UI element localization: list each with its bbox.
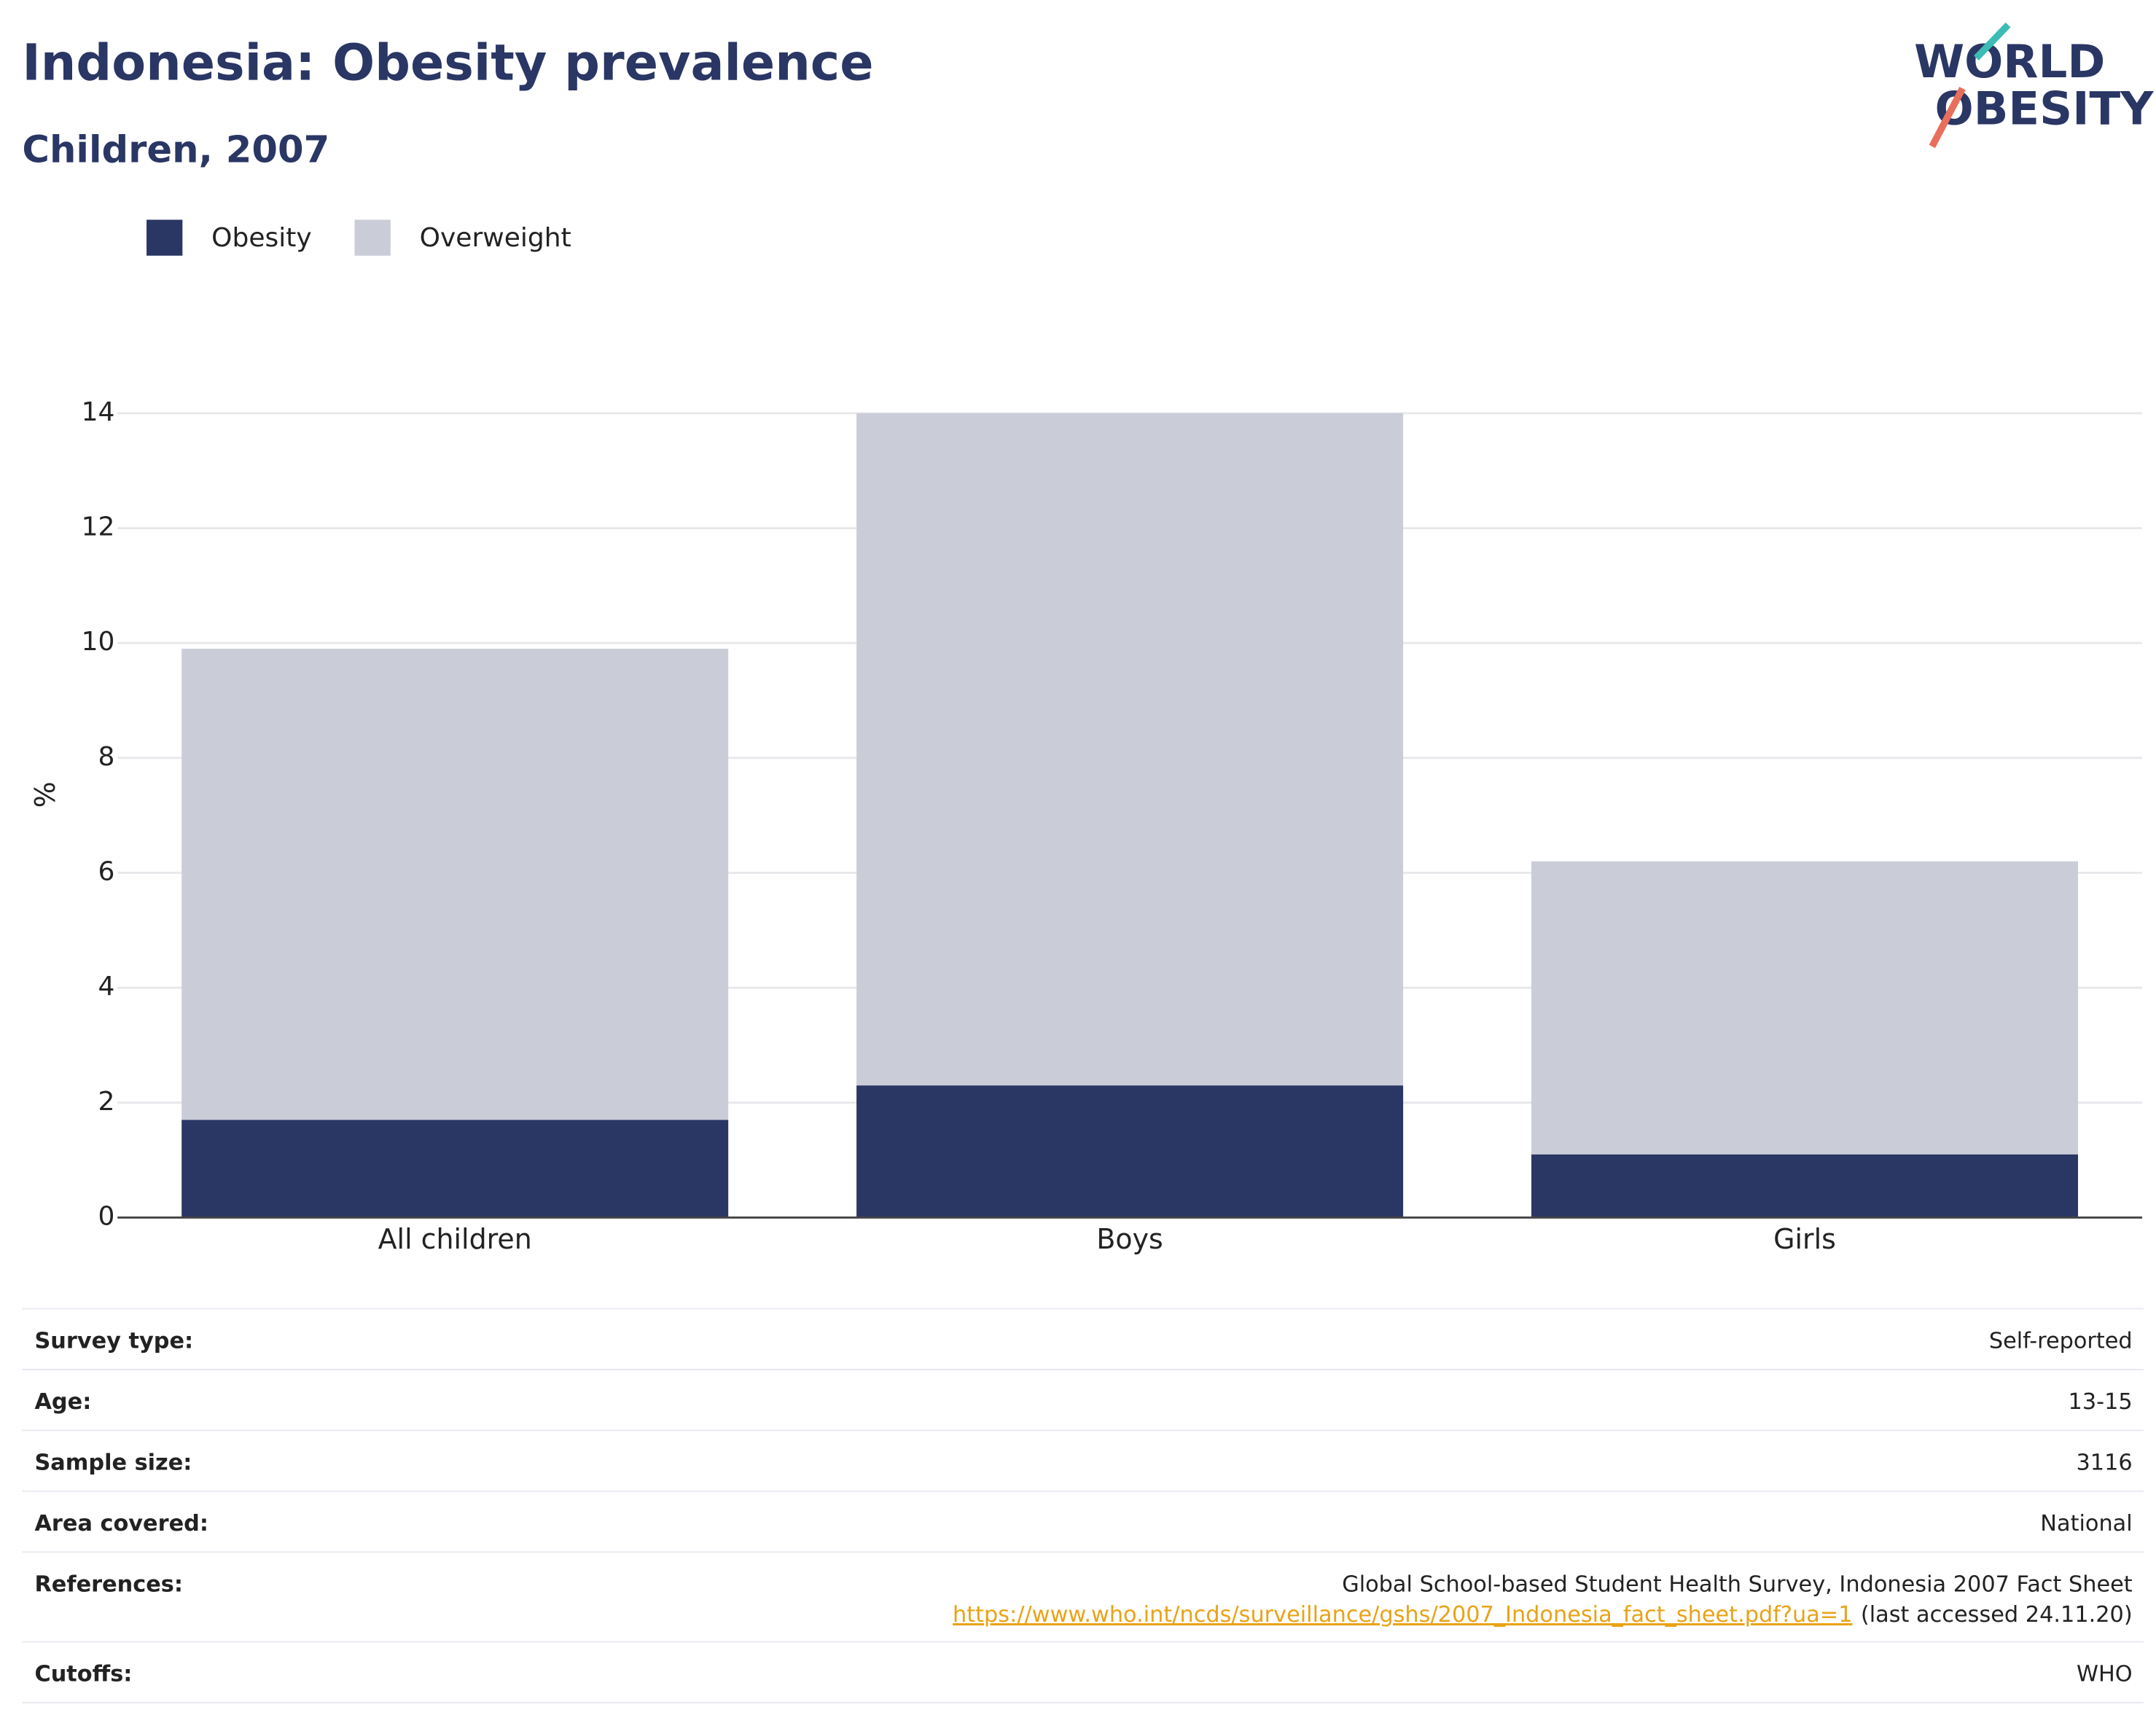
y-tick-label: 4: [98, 972, 115, 1001]
y-axis-label: %: [29, 781, 61, 808]
x-tick-label: Girls: [1773, 1223, 1836, 1255]
y-tick-label: 6: [98, 857, 115, 887]
y-tick-label: 0: [98, 1201, 115, 1231]
row-value: 13-15: [2069, 1389, 2133, 1415]
logo: WORLD OBESITY: [1914, 22, 2155, 149]
row-label: Cutoffs:: [34, 1662, 132, 1687]
row-label: Age:: [34, 1389, 91, 1415]
logo-text: OBESITY: [1935, 82, 2155, 136]
row-label: Sample size:: [34, 1450, 192, 1475]
y-tick-label: 14: [82, 397, 115, 427]
bar-segment: [1531, 1154, 2079, 1218]
row-value: Self-reported: [1989, 1329, 2133, 1354]
logo-slash: [1974, 22, 2011, 60]
row-label: References:: [34, 1571, 183, 1597]
row-value: National: [2040, 1511, 2132, 1536]
row-value: 3116: [2077, 1450, 2133, 1475]
bar-segment: [181, 1120, 729, 1218]
row-label: Area covered:: [34, 1511, 208, 1536]
logo-slash: [1929, 87, 1966, 149]
legend-label: Overweight: [420, 223, 571, 253]
bar-segment: [856, 1085, 1404, 1218]
y-tick-label: 2: [98, 1087, 115, 1117]
legend-swatch: [354, 219, 391, 256]
x-tick-label: All children: [378, 1223, 532, 1255]
legend-swatch: [147, 219, 183, 256]
logo-text: WORLD: [1914, 35, 2105, 88]
reference-link[interactable]: https://www.who.int/ncds/surveillance/gs…: [953, 1602, 1852, 1628]
row-value: (last accessed 24.11.20): [1861, 1602, 2133, 1628]
y-tick-label: 8: [98, 742, 115, 772]
row-value: WHO: [2077, 1662, 2133, 1687]
row-value: Global School-based Student Health Surve…: [1342, 1571, 2133, 1597]
row-label: Survey type:: [34, 1329, 193, 1354]
chart-subtitle: Children, 2007: [22, 128, 329, 172]
y-tick-label: 10: [82, 627, 115, 657]
bar-segment: [181, 649, 729, 1120]
legend-label: Obesity: [211, 223, 312, 253]
bar-segment: [856, 413, 1404, 1086]
x-tick-label: Boys: [1096, 1223, 1163, 1255]
bar-segment: [1531, 861, 2079, 1155]
chart-title: Indonesia: Obesity prevalence: [22, 35, 873, 93]
y-tick-label: 12: [82, 512, 115, 542]
